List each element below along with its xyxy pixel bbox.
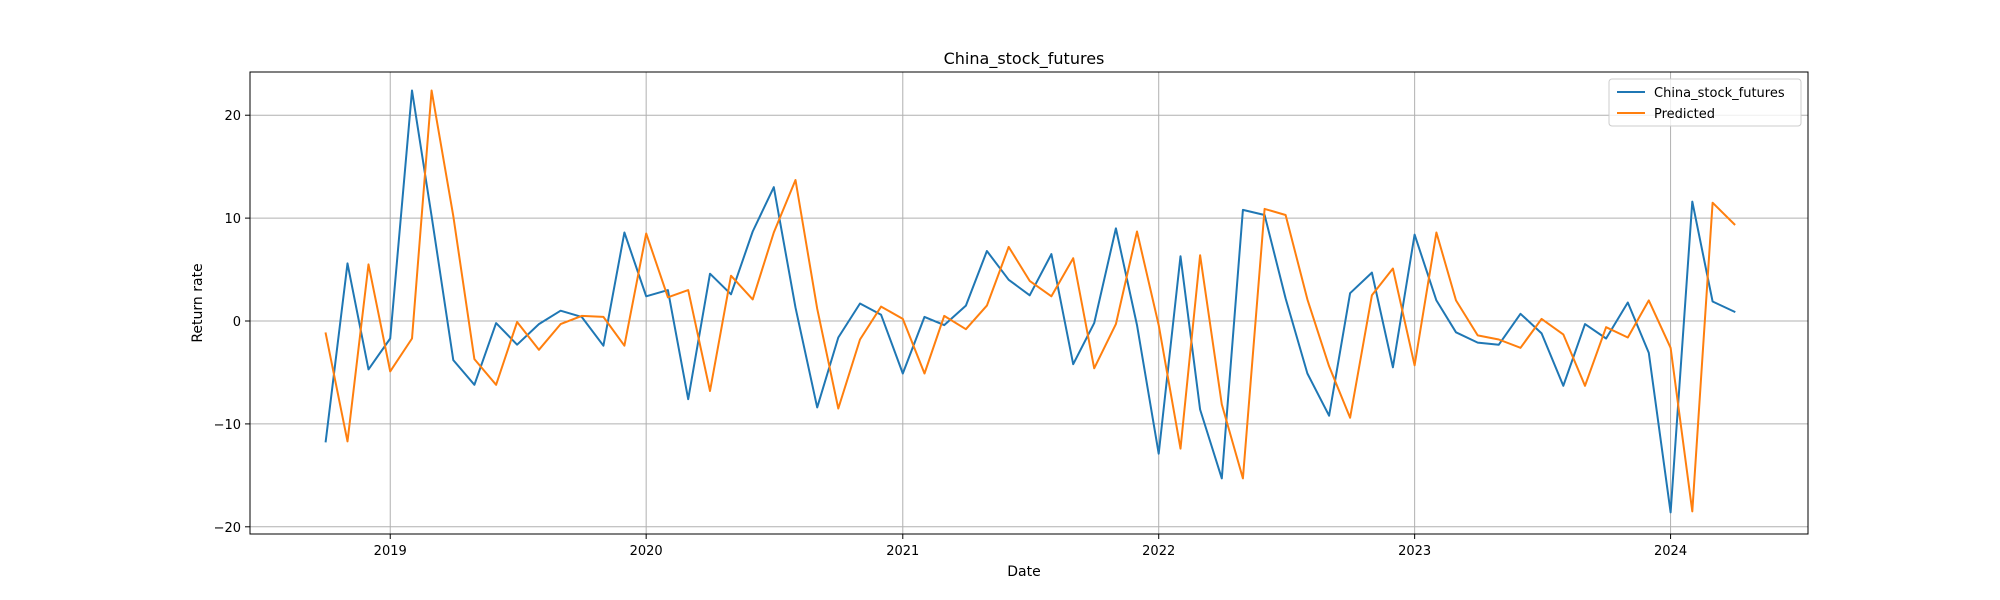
x-tick-label: 2019 [374,544,407,559]
series-lines [324,89,1736,514]
legend-entry: Predicted [1617,107,1715,122]
axes-frame [249,71,1809,535]
legend-box [1608,78,1802,127]
x-tick-label: 2023 [1398,544,1431,559]
x-tick-label: 2021 [886,544,919,559]
legend-label: Predicted [1654,107,1715,122]
x-tick-label: 2022 [1142,544,1175,559]
series-line-china-stock-futures [324,89,1736,514]
y-tick-label: −20 [214,521,241,536]
chart-title: China_stock_futures [944,49,1105,69]
legend: China_stock_futures Predicted [1608,78,1802,127]
legend-label: China_stock_futures [1654,86,1785,101]
x-tick-label: 2024 [1654,544,1687,559]
grid-lines [250,72,1808,534]
legend-entry: China_stock_futures [1617,86,1785,101]
axes-border [249,71,1809,535]
x-axis-label: Date [1007,564,1040,580]
axis-ticks: 2019 2020 2021 2022 2023 2024 −20 −10 0 10 20 [214,109,1688,559]
plot-background [250,72,1808,534]
y-tick-label: 10 [224,212,241,227]
plot-area [250,72,1808,534]
y-tick-label: 0 [233,315,241,330]
series-line-predicted [324,89,1736,513]
y-tick-label: −10 [214,418,241,433]
y-axis-label: Return rate [190,263,206,342]
y-tick-label: 20 [224,109,241,124]
x-tick-label: 2020 [630,544,663,559]
